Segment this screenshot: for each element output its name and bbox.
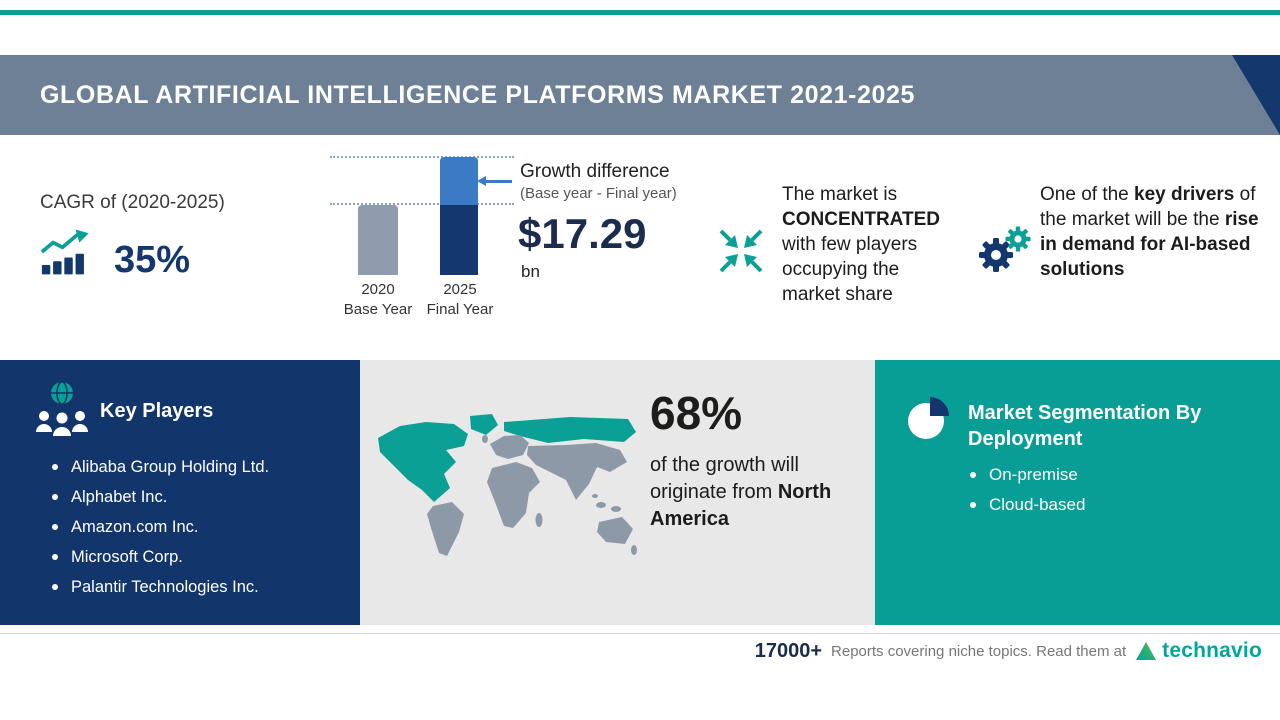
key-player-name: Amazon.com Inc. (71, 517, 199, 536)
growth-pointer-arrow (477, 176, 512, 186)
key-players-list: Alibaba Group Holding Ltd. Alphabet Inc.… (52, 452, 269, 602)
map-uk (482, 435, 488, 443)
market-structure-text: The market is CONCENTRATED with few play… (782, 182, 946, 307)
chart-dotted-line-top (330, 156, 514, 158)
technavio-triangle-icon (1136, 642, 1157, 660)
map-australia (597, 517, 633, 544)
key-drivers-b2: rise in demand for AI-based solutions (1040, 209, 1259, 280)
map-greenland (470, 414, 498, 435)
regional-growth-text: of the growth will originate from North … (650, 452, 838, 533)
cagr-value: 35% (114, 239, 191, 282)
header-band: GLOBAL ARTIFICIAL INTELLIGENCE PLATFORMS… (0, 55, 1280, 135)
key-players-panel: Key Players Alibaba Group Holding Ltd. A… (0, 360, 360, 625)
map-europe (490, 435, 529, 459)
footer-text: Reports covering niche topics. Read them… (831, 642, 1127, 660)
world-map (370, 410, 640, 575)
map-north-america (378, 422, 468, 502)
bullet-dot (52, 464, 58, 470)
map-south-america (427, 502, 464, 556)
bar-2025-base-segment (440, 205, 478, 275)
segmentation-list: On-premise Cloud-based (970, 460, 1085, 520)
bar-2020 (358, 205, 398, 275)
map-madagascar (535, 513, 543, 527)
market-structure-post: with few players occupying the market sh… (782, 234, 918, 305)
key-drivers-b1: key drivers (1134, 184, 1235, 205)
map-island (611, 506, 621, 512)
key-player-name: Alibaba Group Holding Ltd. (71, 457, 270, 476)
arrows-converging-icon (716, 226, 766, 281)
regional-growth-bold: North America (650, 481, 832, 530)
segment-name: Cloud-based (989, 495, 1086, 514)
growth-difference-title: Growth difference (520, 161, 670, 182)
footer-divider (0, 633, 1280, 634)
reports-count: 17000+ (754, 639, 823, 662)
growth-difference-value: $17.29 (518, 210, 647, 257)
regional-growth-pre: of the growth will originate from (650, 454, 799, 503)
map-asia (527, 443, 627, 500)
page-title: GLOBAL ARTIFICIAL INTELLIGENCE PLATFORMS… (40, 81, 916, 109)
bar-2020-sublabel: Base Year (343, 301, 413, 318)
cagr-row: 35% (40, 226, 190, 281)
bullet-dot (970, 502, 976, 508)
map-new-zealand (631, 545, 637, 555)
list-item: On-premise (970, 460, 1085, 490)
map-island (596, 502, 606, 508)
key-drivers-text: One of the key drivers of the market wil… (1040, 182, 1262, 282)
regional-growth-value: 68% (650, 387, 743, 439)
segmentation-title: Market Segmentation By Deployment (968, 402, 1202, 450)
key-drivers-p1: One of the (1040, 184, 1135, 205)
top-accent-bar (0, 10, 1280, 15)
bullet-dot (970, 472, 976, 478)
key-drivers-p2: of the market will be the (1040, 184, 1256, 230)
list-item: Alphabet Inc. (52, 482, 269, 512)
list-item: Amazon.com Inc. (52, 512, 269, 542)
gears-icon (976, 226, 1032, 279)
key-player-name: Alphabet Inc. (71, 487, 168, 506)
cagr-label: CAGR of (2020-2025) (40, 192, 225, 213)
bullet-dot (52, 554, 58, 560)
brand-wordmark: technavio (1162, 639, 1262, 662)
list-item: Microsoft Corp. (52, 542, 269, 572)
pie-chart-icon (905, 396, 951, 447)
market-structure-bold: CONCENTRATED (782, 209, 940, 230)
bar-2025-growth-segment (440, 157, 478, 205)
map-africa (487, 462, 540, 528)
segmentation-panel: Market Segmentation By Deployment On-pre… (875, 360, 1280, 625)
growth-difference-unit: bn (521, 262, 540, 281)
technavio-logo: technavio (1135, 639, 1262, 663)
list-item: Cloud-based (970, 490, 1085, 520)
segment-name: On-premise (989, 465, 1078, 484)
key-player-name: Palantir Technologies Inc. (71, 577, 259, 596)
bar-2025-year-label: 2025 (443, 281, 477, 298)
bullet-dot (52, 524, 58, 530)
bullet-dot (52, 584, 58, 590)
key-players-title: Key Players (100, 400, 214, 422)
bar-2020-year-label: 2020 (361, 281, 395, 298)
footer: 17000+ Reports covering niche topics. Re… (755, 639, 1262, 663)
bar-chart-up-arrow-icon (40, 226, 98, 281)
bar-2025-sublabel: Final Year (426, 301, 494, 318)
corner-ribbon (1232, 55, 1280, 135)
list-item: Palantir Technologies Inc. (52, 572, 269, 602)
market-structure-pre: The market is (782, 184, 898, 205)
chart-dotted-line-bottom (330, 203, 514, 205)
regional-growth-panel: 68% of the growth will originate from No… (360, 360, 875, 625)
growth-difference-subtitle: (Base year - Final year) (520, 185, 677, 202)
map-north-eurasia (504, 417, 636, 443)
bullet-dot (52, 494, 58, 500)
map-island (592, 494, 598, 498)
people-globe-icon (34, 380, 90, 445)
key-player-name: Microsoft Corp. (71, 547, 183, 566)
list-item: Alibaba Group Holding Ltd. (52, 452, 269, 482)
